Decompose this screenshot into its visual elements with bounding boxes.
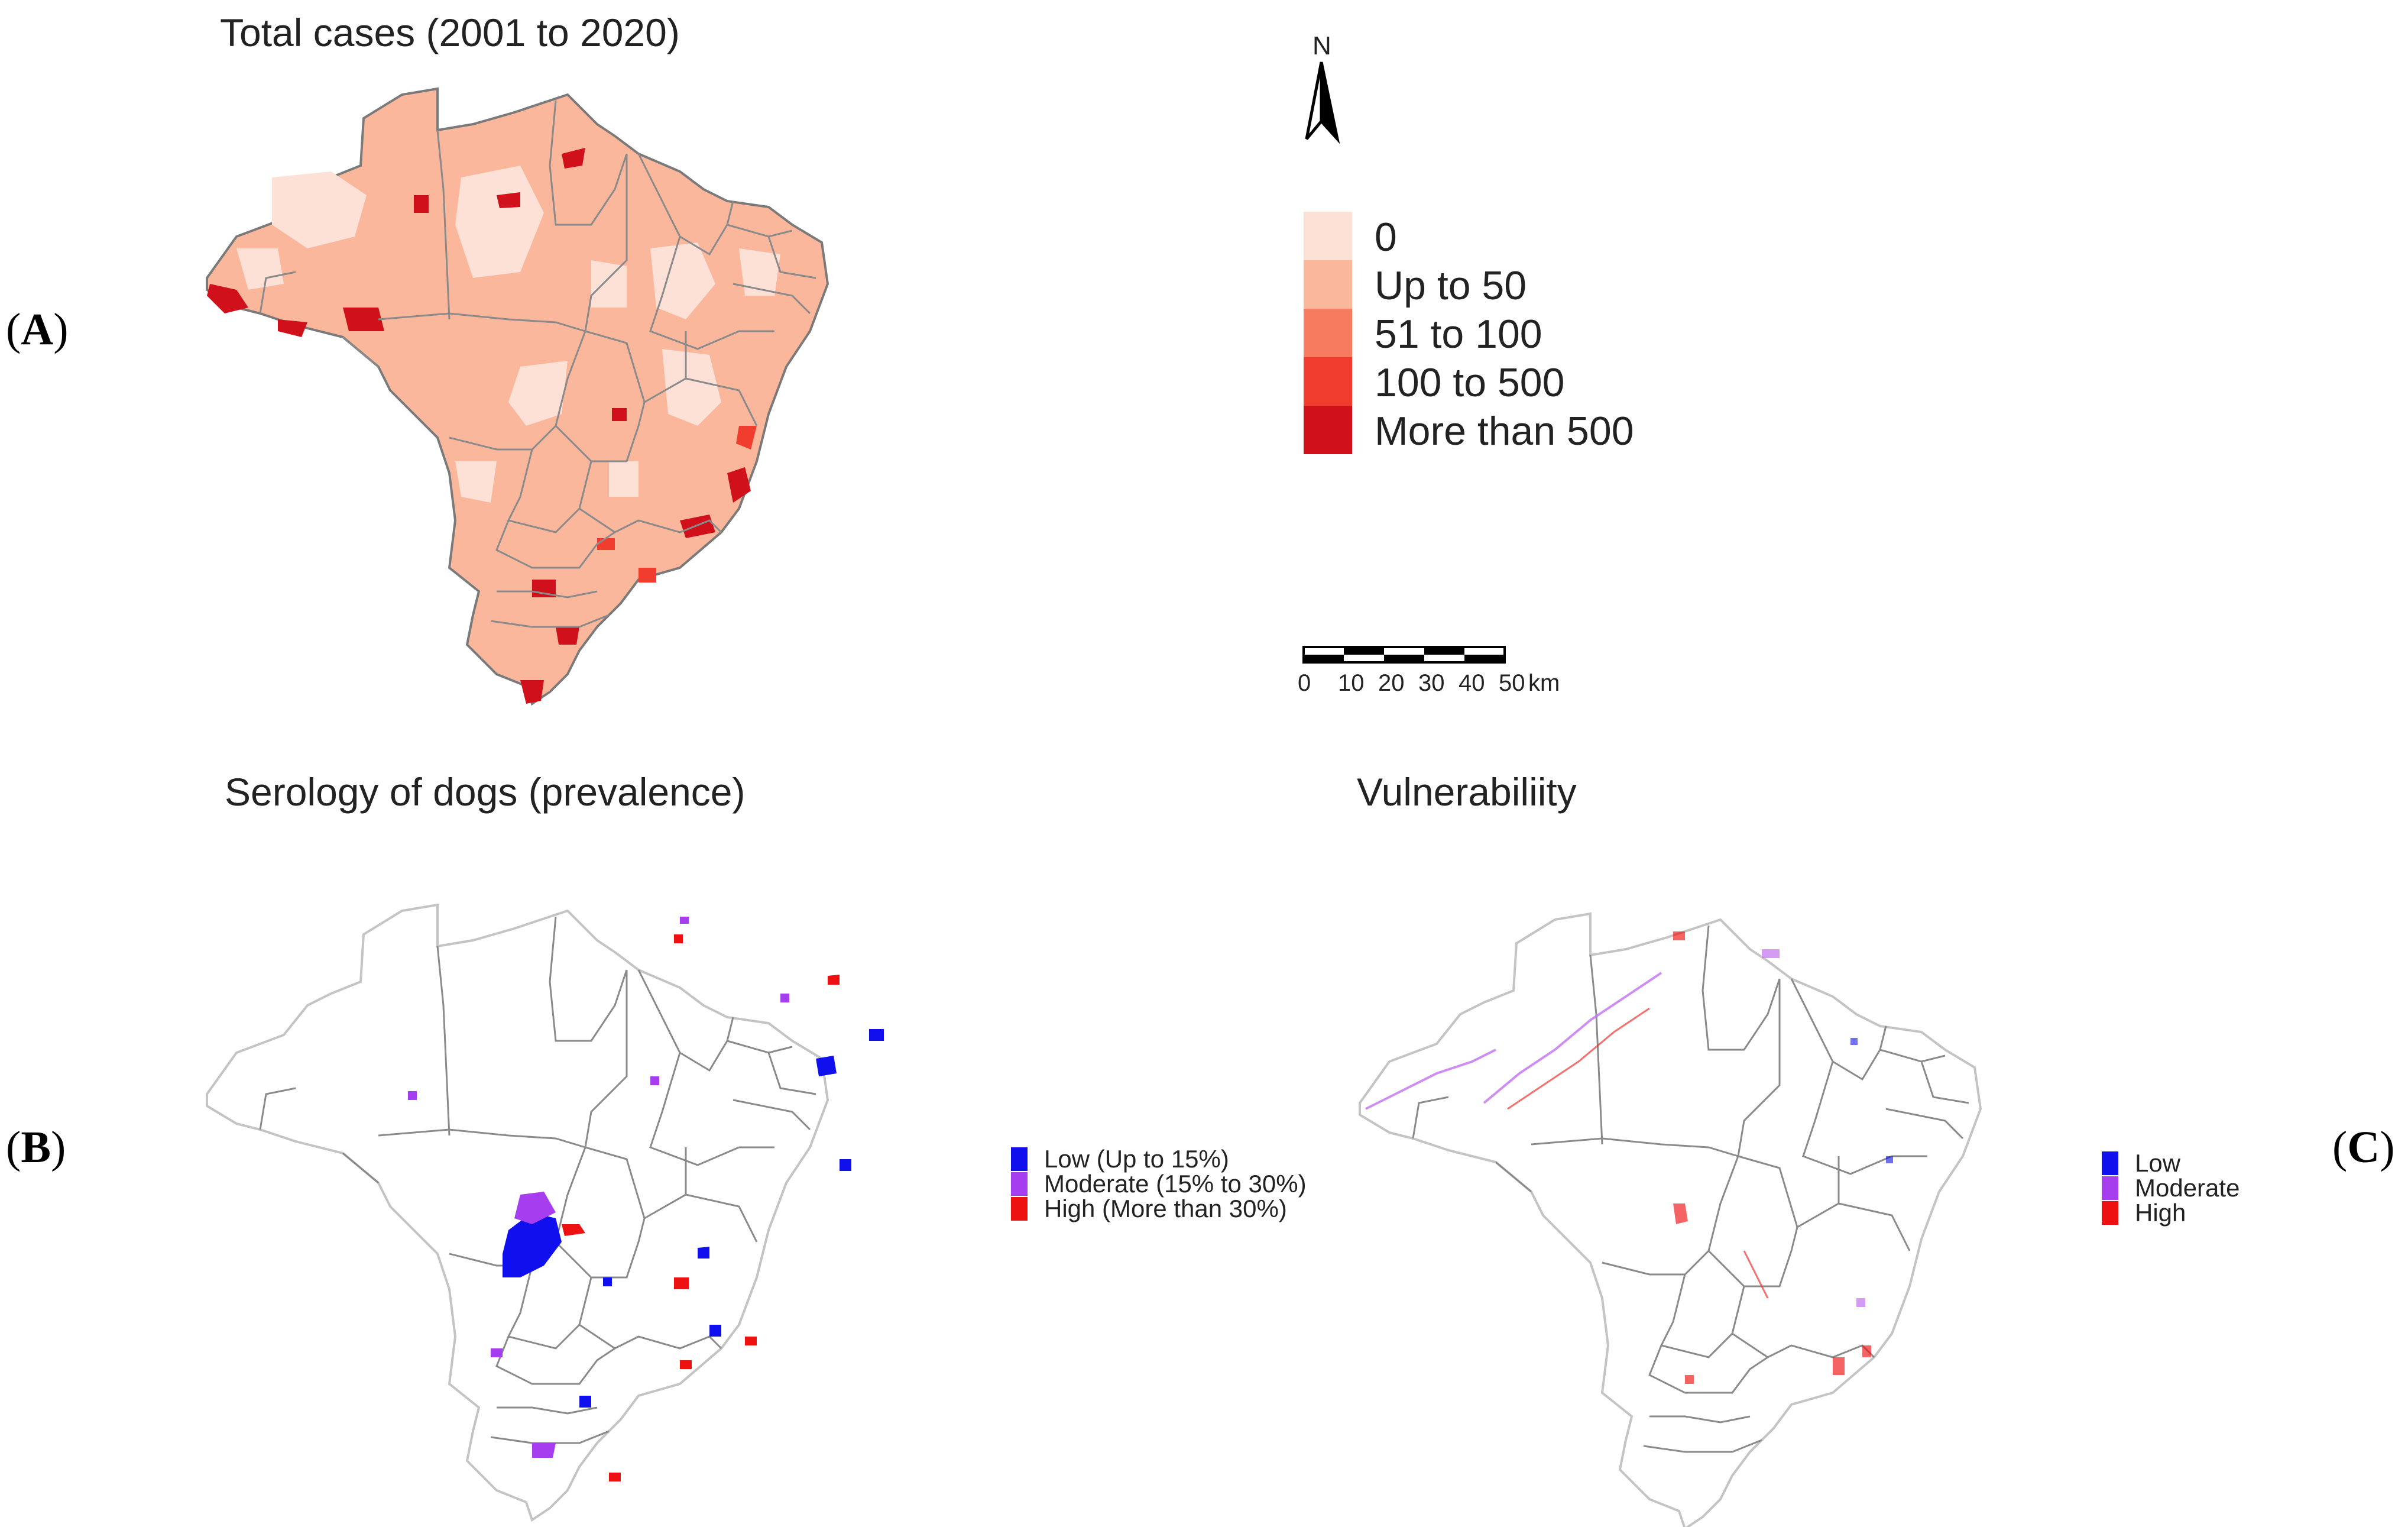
north-arrow-left-half [1305, 62, 1323, 140]
legend-serology-swatch [1011, 1197, 1028, 1221]
scale-bar-segment [1344, 655, 1384, 662]
map-b-low-areas [503, 1029, 884, 1408]
legend-serology-swatch [1011, 1172, 1028, 1196]
map-c-title: Vulnerabiliity [1357, 770, 1577, 814]
legend-cases-swatch [1304, 357, 1352, 406]
legend-cases-label: Up to 50 [1375, 263, 1527, 308]
north-arrow-right-half [1320, 62, 1340, 144]
map-a-zero-areas [236, 166, 780, 503]
legend-cases-label: More than 500 [1375, 409, 1634, 454]
scale-bar-segment [1304, 647, 1344, 655]
scale-bar-segment [1424, 647, 1464, 655]
panel-label-c: (C) [2332, 1122, 2395, 1172]
scale-bar-segment [1344, 647, 1384, 655]
scale-bar-tick-label: 0 [1298, 670, 1311, 696]
scale-bar-tick-label: 20 [1378, 670, 1405, 696]
map-b-title: Serology of dogs (prevalence) [225, 770, 746, 814]
map-a [206, 88, 829, 705]
scale-bar: 0 10 20 30 40 50 km [1298, 646, 1560, 696]
legend-serology-label: Low (Up to 15%) [1044, 1145, 1229, 1173]
legend-serology-swatch [1011, 1147, 1028, 1171]
scale-bar-segment [1464, 647, 1505, 655]
map-c-country [1359, 913, 1982, 1527]
legend-vulnerability-swatch [2102, 1176, 2118, 1200]
legend-cases-label: 100 to 500 [1375, 360, 1564, 405]
legend-cases-label: 51 to 100 [1375, 312, 1542, 357]
panel-label-a: (A) [6, 305, 69, 354]
legend-cases-swatch [1304, 406, 1352, 454]
scale-bar-segment [1464, 655, 1505, 662]
map-c-high-areas [1673, 931, 1871, 1384]
panel-label-b: (B) [6, 1122, 66, 1172]
map-c-low-areas [1850, 1038, 1893, 1163]
north-arrow-label: N [1312, 31, 1331, 60]
legend-vulnerability-label: Low [2135, 1149, 2181, 1177]
scale-bar-unit: km [1528, 670, 1560, 696]
map-a-hotspots [207, 148, 751, 704]
scale-bar-segment [1424, 655, 1464, 662]
map-a-mid-areas [597, 426, 757, 583]
scale-bar-segment [1304, 655, 1344, 662]
scale-bar-tick-label: 40 [1459, 670, 1485, 696]
scale-bar-tick-label: 10 [1338, 670, 1365, 696]
map-a-title: Total cases (2001 to 2020) [220, 11, 680, 54]
map-b-moderate-areas [408, 917, 789, 1458]
legend-cases-label: 0 [1375, 215, 1397, 260]
north-arrow: N [1305, 31, 1340, 144]
legend-cases-swatch [1304, 260, 1352, 309]
scale-bar-segment [1384, 655, 1424, 662]
legend-vulnerability-swatch [2102, 1151, 2118, 1175]
map-b-high-areas [562, 934, 840, 1481]
legend-cases-swatch [1304, 212, 1352, 260]
scale-bar-tick-label: 50 [1499, 670, 1525, 696]
map-c-river-moderate [1365, 972, 1662, 1110]
scale-bar-segment [1384, 647, 1424, 655]
legend-vulnerability-label: High [2135, 1199, 2186, 1227]
map-b [206, 904, 884, 1521]
legend-serology-label: High (More than 30%) [1044, 1195, 1287, 1222]
legend-vulnerability-label: Moderate [2135, 1174, 2240, 1202]
map-c-river-high [1507, 1007, 1769, 1299]
legend-vulnerability-swatch [2102, 1201, 2118, 1225]
legend-cases-swatch [1304, 309, 1352, 357]
scale-bar-tick-label: 30 [1418, 670, 1445, 696]
map-c [1359, 913, 1982, 1527]
legend-serology: Low (Up to 15%)Moderate (15% to 30%)High… [1011, 1145, 1307, 1222]
scale-bar-outline [1302, 646, 1506, 664]
map-c-moderate-areas [1762, 949, 1865, 1307]
legend-serology-label: Moderate (15% to 30%) [1044, 1170, 1307, 1198]
